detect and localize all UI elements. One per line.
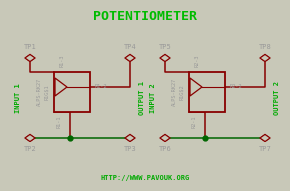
Text: INPUT 1: INPUT 1 xyxy=(15,83,21,113)
Text: TP1: TP1 xyxy=(23,44,36,50)
Polygon shape xyxy=(260,134,270,142)
Text: TP7: TP7 xyxy=(259,146,271,152)
Polygon shape xyxy=(125,54,135,62)
Text: INPUT 2: INPUT 2 xyxy=(150,83,156,113)
Text: R2-3: R2-3 xyxy=(195,54,200,67)
Polygon shape xyxy=(25,134,35,142)
Text: TP4: TP4 xyxy=(124,44,136,50)
Text: R1G$2: R1G$2 xyxy=(180,84,184,100)
Text: TP5: TP5 xyxy=(159,44,171,50)
Text: ALPS-RK27: ALPS-RK27 xyxy=(171,78,177,106)
Polygon shape xyxy=(55,78,67,96)
Bar xyxy=(54,72,90,112)
Text: R2-1: R2-1 xyxy=(191,116,197,129)
Text: R2-2: R2-2 xyxy=(230,84,242,90)
Text: R1-1: R1-1 xyxy=(57,116,61,129)
Text: OUTPUT 1: OUTPUT 1 xyxy=(139,81,145,115)
Text: ALPS-RK27: ALPS-RK27 xyxy=(37,78,41,106)
Text: TP6: TP6 xyxy=(159,146,171,152)
Polygon shape xyxy=(160,54,170,62)
Bar xyxy=(189,72,225,112)
Polygon shape xyxy=(160,134,170,142)
Polygon shape xyxy=(260,54,270,62)
Text: OUTPUT 2: OUTPUT 2 xyxy=(274,81,280,115)
Text: R1G$1: R1G$1 xyxy=(44,84,50,100)
Text: POTENTIOMETER: POTENTIOMETER xyxy=(93,10,197,23)
Text: TP2: TP2 xyxy=(23,146,36,152)
Text: TP3: TP3 xyxy=(124,146,136,152)
Polygon shape xyxy=(25,54,35,62)
Text: HTTP://WWW.PAVOUK.ORG: HTTP://WWW.PAVOUK.ORG xyxy=(100,175,190,181)
Text: R1-2: R1-2 xyxy=(95,84,108,90)
Polygon shape xyxy=(190,78,202,96)
Text: R1-3: R1-3 xyxy=(59,54,64,67)
Text: TP8: TP8 xyxy=(259,44,271,50)
Polygon shape xyxy=(125,134,135,142)
